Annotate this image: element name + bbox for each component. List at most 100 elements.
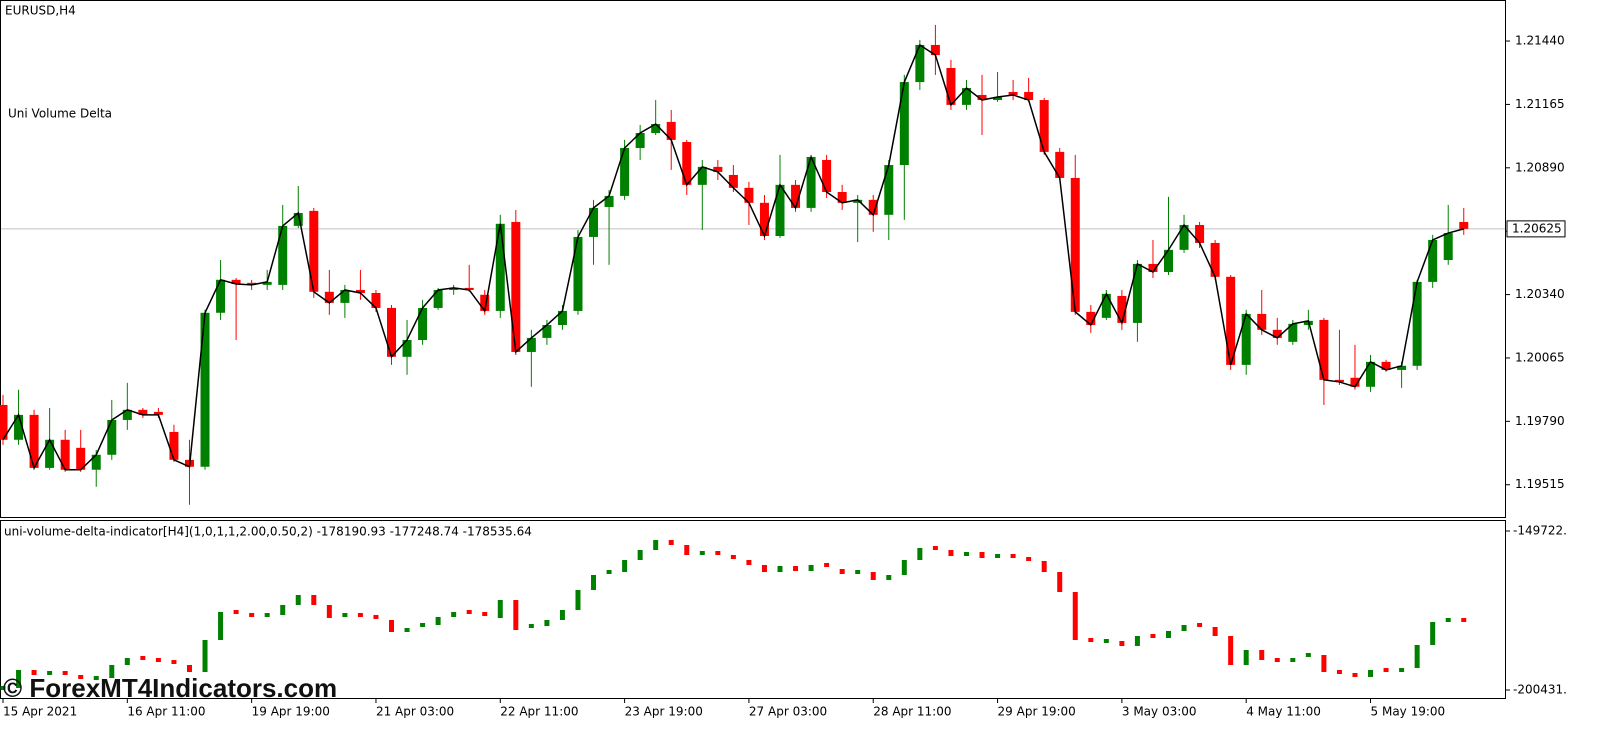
delta-candle: [1352, 672, 1358, 677]
candle-body: [1241, 313, 1251, 365]
delta-candle: [932, 545, 938, 550]
candle-body: [1117, 295, 1127, 323]
delta-candle: [653, 539, 659, 550]
candle-body: [775, 184, 785, 237]
candle-body: [1055, 151, 1065, 178]
candle-body: [635, 132, 645, 148]
y-tick-label: 1.20065: [1515, 350, 1565, 364]
candle-body: [744, 187, 754, 203]
candle-body: [1350, 377, 1360, 387]
delta-candle: [420, 622, 426, 627]
delta-candle: [606, 569, 612, 574]
candle-body: [138, 409, 148, 415]
candle-body: [1039, 100, 1049, 152]
price-pane: [0, 0, 1506, 518]
candle-body: [433, 289, 443, 308]
candle-body: [324, 291, 334, 303]
candle-body: [1397, 365, 1407, 370]
x-tick-label: 16 Apr 11:00: [127, 705, 205, 719]
delta-candle: [1414, 644, 1420, 668]
candle-body: [1148, 263, 1158, 272]
candle-body: [589, 207, 599, 237]
candle-body: [946, 67, 956, 105]
y-tick-label: -200431.: [1513, 683, 1567, 697]
delta-candle: [1461, 617, 1467, 622]
candle-body: [542, 324, 552, 338]
delta-candle: [295, 594, 301, 605]
watermark: © ForexMT4Indicators.com: [3, 673, 337, 703]
delta-candle: [886, 574, 892, 580]
candle-body: [682, 141, 692, 185]
delta-candle: [124, 657, 130, 665]
delta-candle: [1445, 617, 1451, 622]
candle-body: [91, 454, 101, 470]
delta-candle: [62, 670, 68, 675]
candle-body: [262, 281, 272, 285]
candle-body: [697, 166, 707, 185]
candle-body: [1195, 224, 1205, 243]
candle-body: [853, 199, 863, 203]
x-tick-label: 23 Apr 19:00: [625, 705, 703, 719]
candle-body: [1024, 91, 1034, 101]
delta-candle: [979, 551, 985, 558]
y-tick-label: 1.19790: [1515, 414, 1565, 428]
y-tick-label: 1.20340: [1515, 287, 1565, 301]
delta-candle: [1368, 669, 1374, 677]
candle-body: [1334, 379, 1344, 382]
delta-candle: [995, 553, 1001, 558]
delta-candle: [699, 550, 705, 555]
candle-body: [340, 289, 350, 303]
candle-body: [961, 88, 971, 105]
candle-body: [1459, 221, 1469, 229]
candle-body: [231, 279, 241, 284]
candle-body: [247, 282, 257, 285]
delta-candle: [311, 594, 317, 605]
delta-candle: [1321, 654, 1327, 672]
delta-candle: [777, 565, 783, 572]
delta-candle: [357, 612, 363, 617]
delta-candle: [233, 609, 239, 614]
delta-candle: [528, 623, 534, 628]
candle-body: [371, 292, 381, 308]
candle-body: [418, 307, 428, 340]
y-tick-label: -149722.: [1513, 523, 1567, 537]
x-tick-label: 5 May 19:00: [1371, 705, 1446, 719]
delta-candle: [668, 539, 674, 545]
candle-body: [355, 289, 365, 293]
candle-body: [1319, 319, 1329, 380]
candle-body: [1086, 311, 1096, 325]
candle-body: [822, 159, 832, 193]
candle-body: [884, 165, 894, 215]
delta-candle: [389, 619, 394, 632]
delta-candle: [793, 565, 799, 571]
candle-body: [169, 431, 179, 460]
candle-body: [122, 409, 132, 420]
candle-body: [1428, 239, 1438, 282]
candle-body: [993, 97, 1003, 101]
candle-body: [293, 212, 303, 226]
delta-candle: [249, 612, 255, 617]
delta-candle: [280, 604, 286, 615]
x-tick-label: 28 Apr 11:00: [873, 705, 951, 719]
candle-body: [604, 195, 614, 207]
candle-body: [387, 307, 396, 357]
delta-candle: [78, 674, 84, 679]
delta-candle: [31, 669, 37, 675]
candle-body: [1008, 91, 1018, 95]
delta-candle: [1134, 635, 1140, 646]
x-tick-label: 22 Apr 11:00: [500, 705, 578, 719]
y-tick-label: 1.21165: [1515, 97, 1565, 111]
x-tick-label: 15 Apr 2021: [3, 705, 77, 719]
delta-candle: [730, 554, 736, 559]
y-tick-label: 1.21440: [1515, 34, 1565, 48]
delta-candle: [155, 657, 161, 662]
candle-body: [837, 192, 847, 203]
x-tick-label: 19 Apr 19:00: [252, 705, 330, 719]
candle-body: [309, 210, 319, 292]
delta-candle: [1088, 637, 1094, 642]
candle-body: [511, 221, 521, 352]
candle-body: [1257, 313, 1267, 330]
x-tick-label: 21 Apr 03:00: [376, 705, 454, 719]
candle-body: [216, 279, 226, 313]
